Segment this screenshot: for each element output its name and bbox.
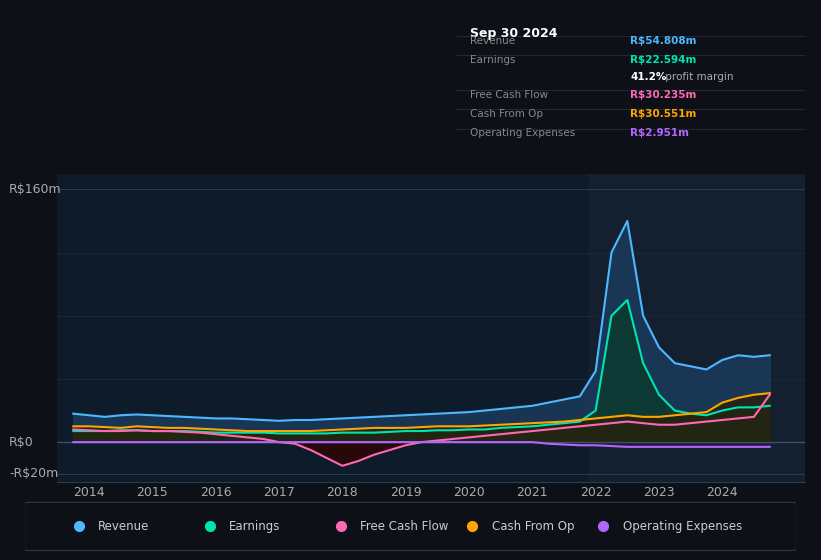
Text: Earnings: Earnings [229, 520, 281, 533]
FancyBboxPatch shape [25, 502, 796, 550]
Text: 41.2%: 41.2% [631, 72, 667, 82]
Text: Free Cash Flow: Free Cash Flow [360, 520, 449, 533]
Text: R$2.951m: R$2.951m [631, 128, 689, 138]
Text: Free Cash Flow: Free Cash Flow [470, 90, 548, 100]
Text: profit margin: profit margin [662, 72, 733, 82]
Text: Cash From Op: Cash From Op [470, 109, 543, 119]
Text: Cash From Op: Cash From Op [492, 520, 574, 533]
Text: Revenue: Revenue [98, 520, 149, 533]
Text: R$22.594m: R$22.594m [631, 55, 696, 65]
Text: Sep 30 2024: Sep 30 2024 [470, 27, 557, 40]
Text: Revenue: Revenue [470, 36, 515, 46]
Text: R$160m: R$160m [9, 183, 62, 196]
Text: R$30.235m: R$30.235m [631, 90, 696, 100]
Text: Operating Expenses: Operating Expenses [470, 128, 575, 138]
Text: R$54.808m: R$54.808m [631, 36, 696, 46]
Bar [589, 174, 805, 482]
Text: Operating Expenses: Operating Expenses [623, 520, 742, 533]
Text: -R$20m: -R$20m [9, 467, 58, 480]
Text: Earnings: Earnings [470, 55, 515, 65]
Text: R$0: R$0 [9, 436, 34, 449]
Text: R$30.551m: R$30.551m [631, 109, 696, 119]
